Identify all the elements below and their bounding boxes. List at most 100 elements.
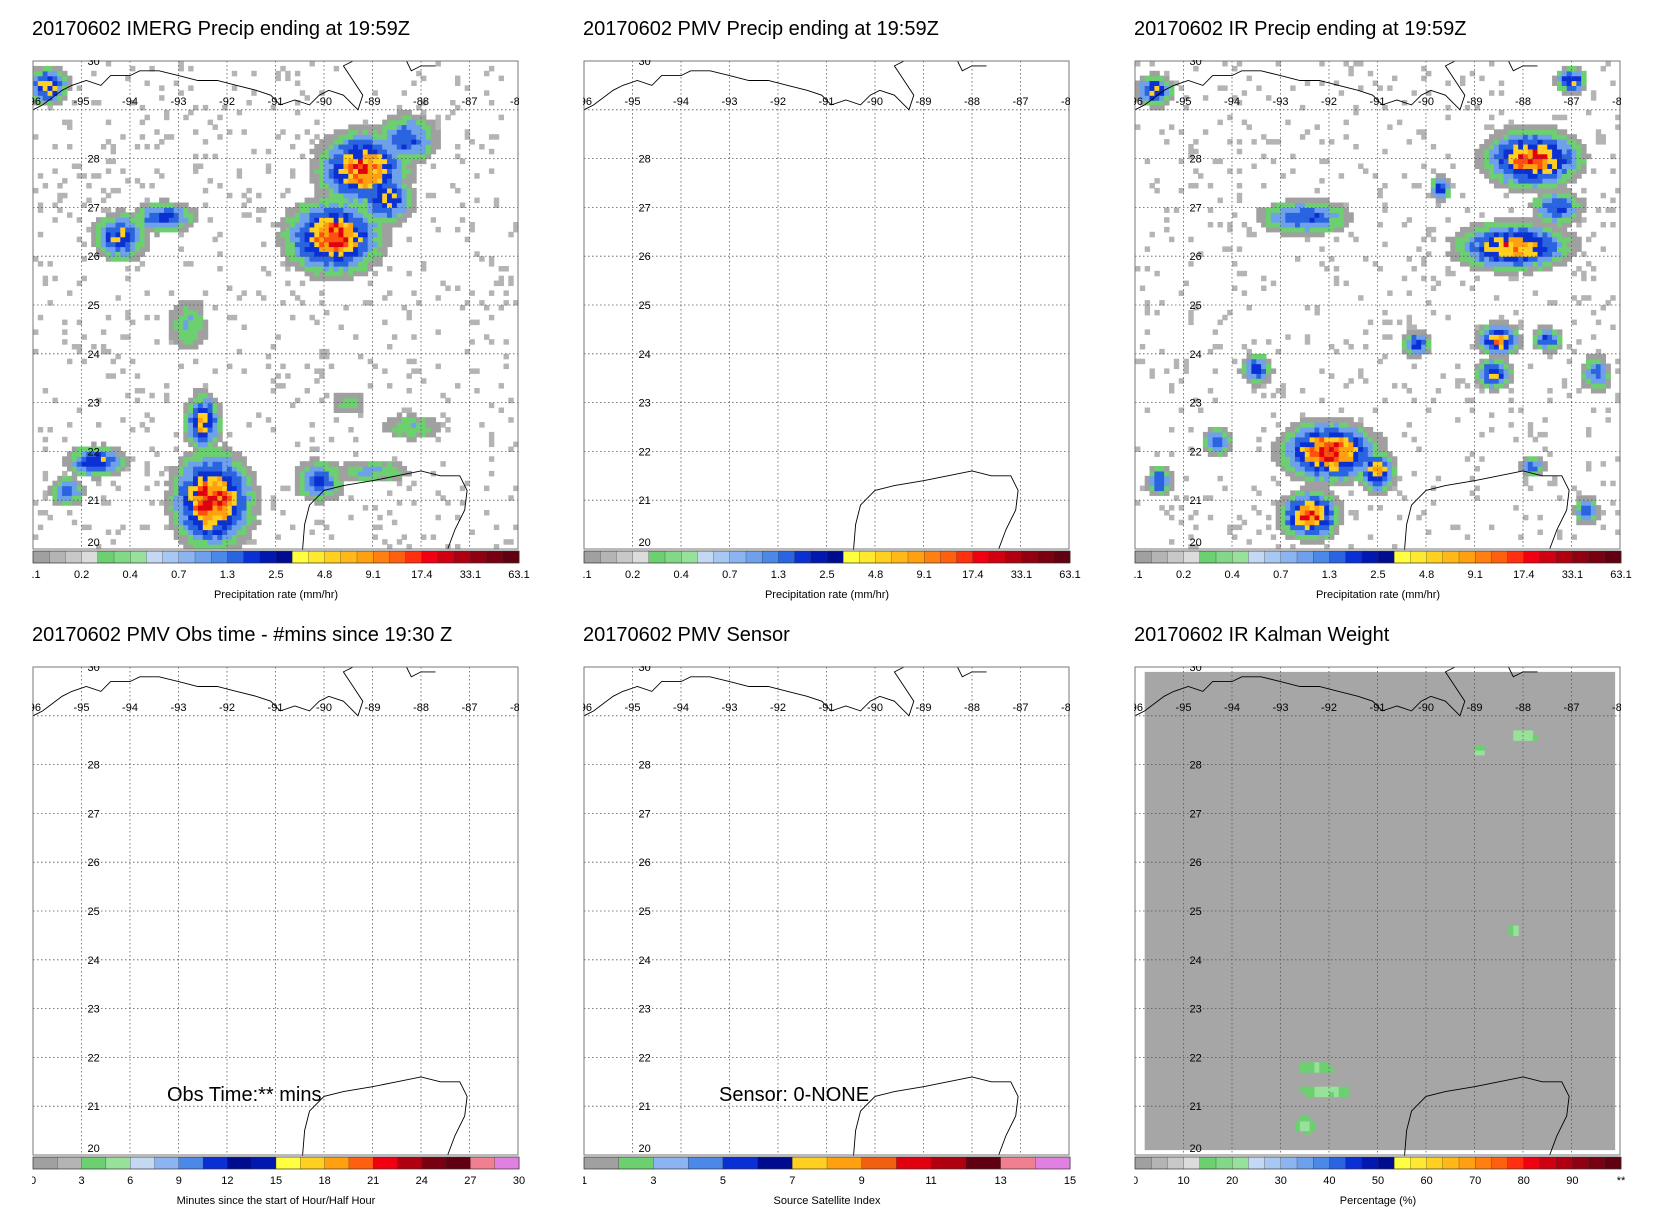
field-cell [382,173,388,179]
field-cell [139,261,146,267]
field-cell [338,324,344,330]
lat-tick-label: 21 [88,495,100,507]
field-cell [1338,466,1345,472]
field-cell [1319,417,1325,423]
field-cell [256,495,262,501]
field-cell [377,197,383,204]
field-cell [120,417,126,423]
field-cell [1532,456,1539,462]
field-cell [1566,90,1573,96]
field-cell [1523,461,1529,467]
field-cell [1246,124,1252,130]
colorbar-frame [32,550,520,564]
field-cell [455,104,461,111]
field-cell [299,246,306,252]
field-cell [1552,168,1558,174]
field-cell [202,461,209,467]
field-cell [464,134,471,140]
field-cell [100,241,107,248]
field-cell [1595,134,1602,140]
field-cell [1261,222,1267,228]
field-cell [100,500,107,506]
field-cell [1566,358,1573,365]
field-cell [324,275,330,282]
field-cell [241,470,247,477]
field-cell [1304,485,1311,492]
field-cell [328,236,335,243]
field-cell [183,217,189,223]
field-cell [1382,480,1388,487]
field-cell [1154,104,1160,111]
field-cell [1527,422,1534,428]
field-cell [1154,490,1160,496]
field-cell [285,280,291,287]
field-cell [1139,75,1146,82]
field-cell [1333,280,1340,287]
obs-time-note: Obs Time:** mins [167,1084,322,1106]
field-cell [1527,261,1534,267]
field-cell [309,163,315,169]
field-cell [1135,446,1141,452]
field-cell [353,144,359,150]
field-cell [42,75,49,82]
field-cell [1561,378,1568,384]
field-cell [1426,334,1432,340]
field-cell [37,231,44,238]
field-cell [391,158,398,165]
field-cell [382,129,388,135]
field-cell [353,392,359,399]
field-cell [188,466,194,472]
field-cell [304,246,310,252]
field-cell [1280,524,1286,531]
field-cell [285,231,291,238]
field-cell [236,348,243,355]
field-cell [236,451,243,457]
field-cell [212,236,218,243]
field-cell [372,148,378,155]
field-cell [377,168,383,174]
field-cell [411,124,417,130]
field-cell [1329,217,1335,223]
field-cell [1503,183,1509,189]
field-cell [91,466,97,472]
field-cell [1542,246,1548,252]
field-cell [1513,275,1519,282]
field-cell [1227,441,1233,448]
field-cell [183,529,189,535]
field-cell [362,187,369,194]
lon-tick-label: -93 [1273,96,1289,108]
field-cell [1532,212,1539,218]
field-cell [115,456,121,462]
field-cell [377,231,383,238]
field-cell [391,134,398,140]
field-cell [42,388,49,394]
field-cell [1508,275,1514,282]
field-cell [1474,251,1480,257]
field-cell [1542,241,1548,248]
field-cell [1299,197,1306,204]
field-cell [479,300,485,306]
field-cell [1542,329,1548,335]
field-cell [1309,519,1315,526]
field-cell [1518,534,1524,540]
field-cell [1532,461,1539,467]
field-cell [1227,431,1233,438]
field-cell [207,422,213,428]
field-cell [367,300,374,306]
field-cell [319,353,325,360]
field-cell [1595,207,1602,213]
field-cell [1590,266,1597,272]
field-cell [294,80,301,86]
lon-tick-label: -87 [1013,702,1029,714]
field-cell [382,192,388,199]
field-cell [197,539,204,545]
field-cell [236,456,243,462]
field-cell [396,475,403,482]
field-cell [411,168,417,174]
field-cell [1183,368,1189,374]
field-cell [1338,417,1345,423]
field-cell [217,539,223,545]
field-cell [1523,270,1529,277]
lat-tick-label: 22 [639,1052,651,1064]
field-cell [324,134,330,140]
